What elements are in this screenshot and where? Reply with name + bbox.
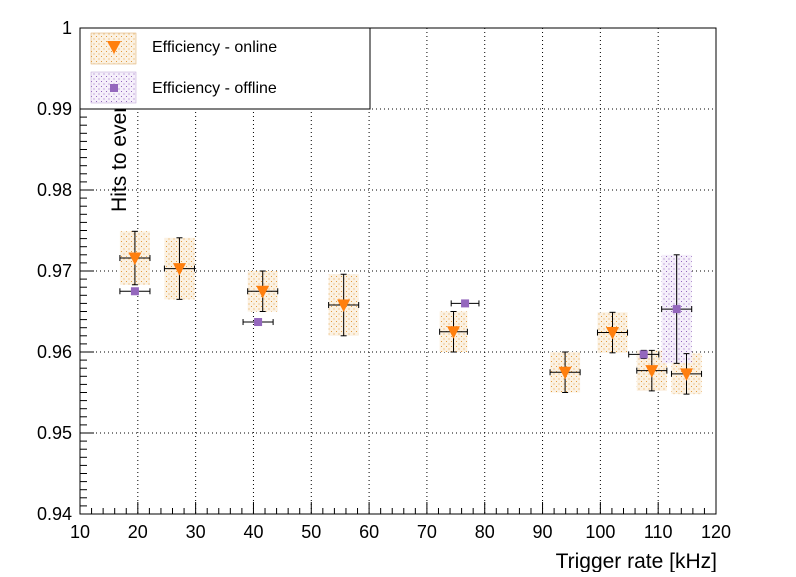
legend-item-online: Efficiency - online xyxy=(90,32,277,65)
x-tick-label: 10 xyxy=(70,522,90,542)
marker-online xyxy=(645,365,659,378)
x-tick-label: 50 xyxy=(301,522,321,542)
error-bars xyxy=(119,230,703,395)
x-tick-label: 120 xyxy=(701,522,731,542)
legend-label-offline: Efficiency - offline xyxy=(152,80,277,97)
y-tick-label: 0.94 xyxy=(37,504,72,524)
marker-online xyxy=(256,285,270,299)
legend-marker-offline xyxy=(110,84,118,92)
x-tick-labels: 10 20 30 40 50 60 70 80 90 100 110 120 xyxy=(70,522,731,542)
y-tick-label: 1 xyxy=(62,18,72,38)
x-tick-label: 60 xyxy=(359,522,379,542)
y-tick-label: 0.95 xyxy=(37,423,72,443)
x-tick-label: 80 xyxy=(475,522,495,542)
marker-online xyxy=(337,299,351,313)
x-tick-label: 20 xyxy=(128,522,148,542)
y-tick-label: 0.98 xyxy=(37,180,72,200)
legend-item-offline: Efficiency - offline xyxy=(90,71,277,104)
x-tick-label: 40 xyxy=(243,522,263,542)
legend-label-online: Efficiency - online xyxy=(152,39,277,56)
x-tick-label: 100 xyxy=(585,522,615,542)
x-axis-title: Trigger rate [kHz] xyxy=(556,550,717,572)
marker-offline xyxy=(130,287,139,296)
marker-offline xyxy=(461,299,470,308)
y-tick-label: 0.96 xyxy=(37,342,72,362)
marker-online xyxy=(447,326,461,339)
y-tick-labels: 0.94 0.95 0.96 0.97 0.98 0.99 1 xyxy=(37,18,72,524)
x-tick-label: 110 xyxy=(644,522,673,542)
x-tick-label: 70 xyxy=(417,522,437,542)
x-tick-label: 90 xyxy=(533,522,553,542)
marker-online xyxy=(172,263,186,276)
x-tick-label: 30 xyxy=(186,522,206,542)
marker-offline xyxy=(639,350,648,359)
legend-marker-online xyxy=(107,41,121,54)
data-markers xyxy=(128,252,694,381)
marker-online xyxy=(558,366,572,380)
y-tick-label: 0.99 xyxy=(37,99,72,119)
marker-offline xyxy=(672,305,681,314)
marker-offline xyxy=(254,318,263,327)
marker-online xyxy=(680,368,694,381)
axis-ticks xyxy=(79,27,717,515)
y-tick-label: 0.97 xyxy=(37,261,72,281)
legend: Efficiency - online Efficiency - offline xyxy=(79,27,371,110)
marker-online xyxy=(606,327,620,340)
marker-online xyxy=(128,252,142,266)
